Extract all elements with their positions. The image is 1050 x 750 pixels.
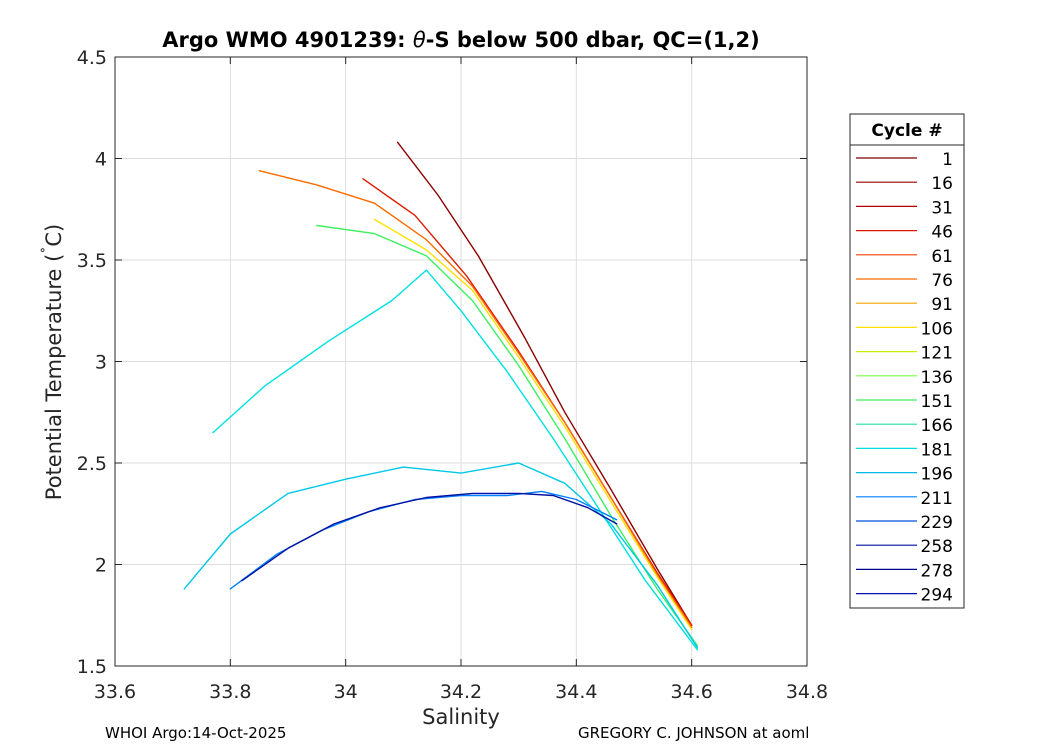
chart-title-suffix: -S below 500 dbar, QC=(1,2) xyxy=(426,28,760,52)
chart-title: Argo WMO 4901239: θ-S below 500 dbar, QC… xyxy=(162,28,759,52)
series-line-9 xyxy=(241,492,618,582)
series-layer xyxy=(183,141,699,651)
legend-item: 76 xyxy=(856,271,953,291)
legend-items: 1 16 31 46 61 76 91 106 121 136 151 166 181 196 211 229… xyxy=(856,150,953,606)
y-axis-label: Potential Temperature (˚C) xyxy=(40,224,66,500)
legend-item: 16 xyxy=(856,174,953,194)
legend-item: 61 xyxy=(856,247,953,267)
legend-label: 121 xyxy=(921,344,953,364)
x-tick-label: 34.2 xyxy=(440,681,482,703)
x-tick-label: 34.6 xyxy=(671,681,713,703)
legend: Cycle # 11631466176911061211361511661811… xyxy=(849,113,965,609)
legend-item: 121 xyxy=(856,344,953,364)
legend-label: 181 xyxy=(921,440,953,460)
legend-item: 181 xyxy=(856,440,953,460)
legend-item: 151 xyxy=(856,392,953,412)
y-axis-label-degree: ˚ xyxy=(40,247,57,254)
legend-label: 151 xyxy=(921,392,953,412)
legend-label: 1 xyxy=(942,150,953,170)
x-tick-label: 34 xyxy=(334,681,358,703)
y-tick-label: 2.5 xyxy=(77,453,107,475)
legend-title: Cycle # xyxy=(871,121,942,141)
footer-right: GREGORY C. JOHNSON at aoml xyxy=(578,724,810,742)
legend-label: 31 xyxy=(931,198,953,218)
legend-label: 258 xyxy=(921,537,953,557)
y-tick-label: 1.5 xyxy=(77,656,107,678)
series-line-1 xyxy=(396,141,693,627)
legend-item: 229 xyxy=(856,513,953,533)
y-axis-label-suffix: C) xyxy=(42,224,66,247)
legend-item: 294 xyxy=(856,586,953,606)
legend-item: 106 xyxy=(856,319,953,339)
legend-label: 61 xyxy=(931,247,953,267)
legend-item: 278 xyxy=(856,561,953,581)
series-line-4 xyxy=(373,218,693,631)
chart-title-prefix: Argo WMO 4901239: xyxy=(162,28,413,52)
x-tick-label: 34.4 xyxy=(555,681,597,703)
legend-label: 166 xyxy=(921,416,953,436)
chart-title-theta: θ xyxy=(413,28,426,52)
y-axis-label-prefix: Potential Temperature ( xyxy=(42,254,66,501)
legend-label: 46 xyxy=(931,223,953,243)
series-line-3 xyxy=(258,169,693,629)
y-tick-label: 4 xyxy=(95,149,107,171)
legend-label: 294 xyxy=(921,586,953,606)
x-tick-label: 34.8 xyxy=(786,681,828,703)
y-tick-label: 2 xyxy=(95,555,107,577)
y-tick-label: 3 xyxy=(95,352,107,374)
legend-item: 91 xyxy=(856,295,953,315)
legend-label: 229 xyxy=(921,513,953,533)
legend-item: 258 xyxy=(856,537,953,557)
y-tick-label: 3.5 xyxy=(77,250,107,272)
legend-item: 46 xyxy=(856,223,953,243)
legend-label: 76 xyxy=(931,271,953,291)
legend-item: 196 xyxy=(856,465,953,485)
series-line-7 xyxy=(183,462,699,649)
legend-label: 91 xyxy=(931,295,953,315)
x-tick-label: 33.8 xyxy=(209,681,251,703)
y-tick-label: 4.5 xyxy=(77,47,107,69)
legend-label: 136 xyxy=(921,368,953,388)
legend-item: 136 xyxy=(856,368,953,388)
series-line-6 xyxy=(212,269,699,651)
legend-box xyxy=(849,113,965,609)
footer-left: WHOI Argo:14-Oct-2025 xyxy=(105,724,287,742)
legend-item: 1 xyxy=(856,150,953,170)
legend-item: 166 xyxy=(856,416,953,436)
legend-label: 196 xyxy=(921,465,953,485)
legend-label: 16 xyxy=(931,174,953,194)
axis-ticks: 33.6 33.8 34 34.2 34.4 34.6 34.8 1.5 2 2.5 3 3.5 4 4.… xyxy=(77,47,828,703)
legend-label: 106 xyxy=(921,319,953,339)
legend-label: 278 xyxy=(921,561,953,581)
legend-item: 211 xyxy=(856,489,953,509)
x-tick-label: 33.6 xyxy=(94,681,136,703)
legend-label: 211 xyxy=(921,489,953,509)
legend-item: 31 xyxy=(856,198,953,218)
x-axis-label: Salinity xyxy=(422,705,500,729)
